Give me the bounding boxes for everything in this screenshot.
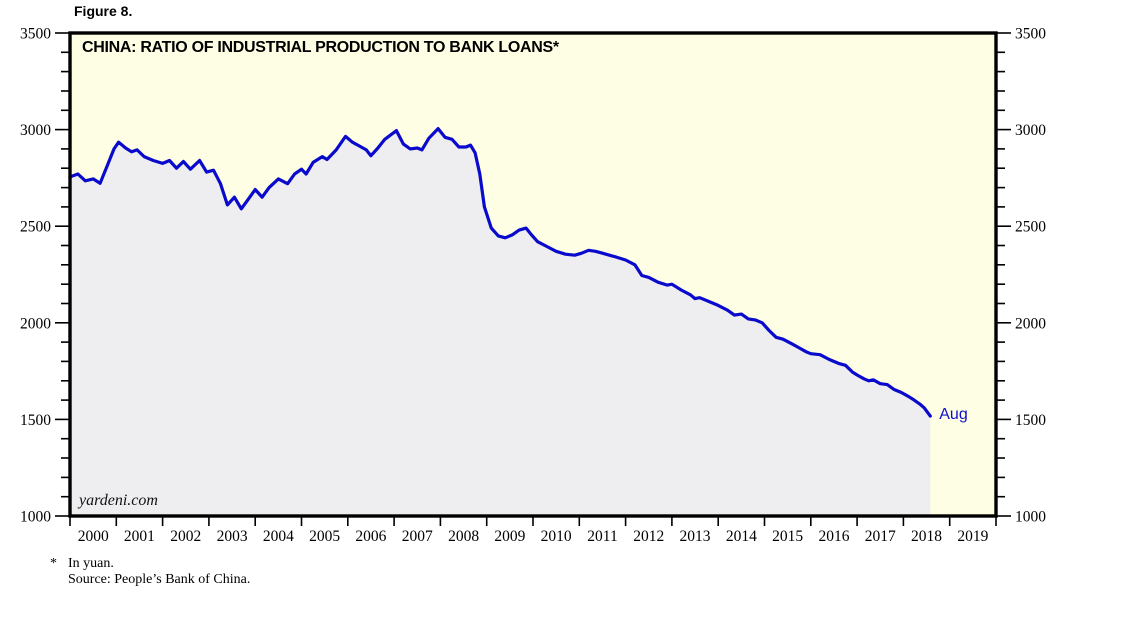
y-axis-tick-label-left: 1500 [20, 412, 51, 429]
figure-number-label: Figure 8. [74, 3, 133, 19]
x-axis-tick-label: 2012 [633, 528, 664, 545]
y-axis-tick-label-left: 3500 [20, 26, 51, 43]
y-axis-tick-label-right: 2500 [1015, 219, 1046, 236]
y-axis-tick-label-left: 2000 [20, 315, 51, 332]
x-axis-tick-label: 2010 [541, 528, 572, 545]
x-axis-tick-label: 2013 [680, 528, 711, 545]
x-axis-tick-label: 2007 [402, 528, 433, 545]
x-axis-tick-label: 2000 [78, 528, 109, 545]
x-axis-tick-label: 2019 [957, 528, 988, 545]
x-axis-tick-label: 2017 [865, 528, 896, 545]
footnote-asterisk: * [50, 556, 57, 571]
last-point-month-label: Aug [939, 406, 968, 424]
x-axis-tick-label: 2008 [448, 528, 479, 545]
footnote-line2: Source: People’s Bank of China. [68, 571, 251, 587]
x-axis-tick-label: 2004 [263, 528, 294, 545]
x-axis-tick-label: 2011 [587, 528, 617, 545]
y-axis-tick-label-right: 1500 [1015, 412, 1046, 429]
chart-title: CHINA: RATIO OF INDUSTRIAL PRODUCTION TO… [82, 39, 559, 56]
x-axis-tick-label: 2014 [726, 528, 757, 545]
x-axis-tick-label: 2006 [355, 528, 386, 545]
x-axis-tick-label: 2005 [309, 528, 340, 545]
watermark-yardeni: yardeni.com [79, 492, 158, 509]
plot-frame [68, 31, 998, 518]
x-axis-tick-label: 2003 [217, 528, 248, 545]
y-axis-tick-label-right: 3500 [1015, 26, 1046, 43]
y-axis-tick-label-right: 1000 [1015, 509, 1046, 526]
footnote: * In yuan. Source: People’s Bank of Chin… [50, 556, 250, 588]
y-axis-tick-label-right: 2000 [1015, 315, 1046, 332]
axis-tick-labels: 1000 1000 1500 1500 2000 2000 2500 2500 3000 3000… [20, 26, 1046, 546]
axis-ticks [55, 32, 1011, 526]
area-fill [70, 128, 931, 516]
x-axis-tick-label: 2015 [772, 528, 803, 545]
y-axis-tick-label-left: 2500 [20, 219, 51, 236]
x-axis-tick-label: 2016 [819, 528, 850, 545]
footnote-text: In yuan. Source: People’s Bank of China. [68, 556, 250, 588]
y-axis-tick-label-left: 1000 [20, 509, 51, 526]
x-axis-tick-label: 2002 [170, 528, 201, 545]
x-axis-tick-label: 2018 [911, 528, 942, 545]
footnote-line1: In yuan. [68, 556, 114, 571]
y-axis-tick-label-right: 3000 [1015, 122, 1046, 139]
x-axis-tick-label: 2009 [494, 528, 525, 545]
x-axis-tick-label: 2001 [124, 528, 155, 545]
data-line [68, 127, 932, 418]
y-axis-tick-label-left: 3000 [20, 122, 51, 139]
